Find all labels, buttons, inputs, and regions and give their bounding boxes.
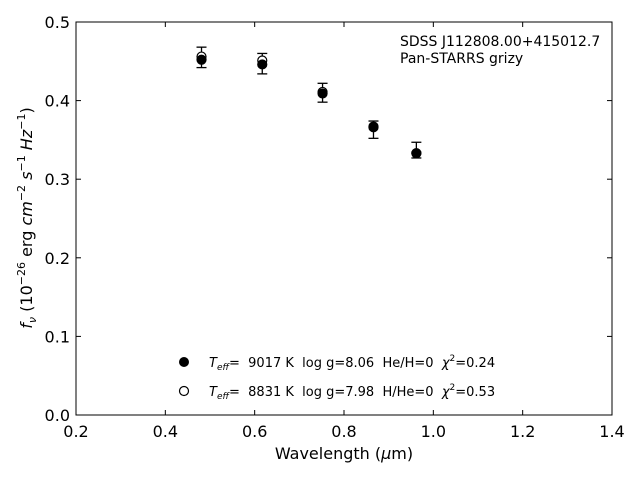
x-axis-label: Wavelength (μm) <box>275 444 413 463</box>
x-tick-label: 0.8 <box>331 422 356 441</box>
x-tick-label: 1.2 <box>510 422 535 441</box>
legend-marker-open <box>178 385 190 397</box>
legend-marker-filled <box>179 357 189 367</box>
y-tick-label: 0.4 <box>45 92 70 111</box>
y-tick-label: 0.0 <box>45 406 70 425</box>
x-tick-label: 0.4 <box>153 422 178 441</box>
x-tick-label: 1.4 <box>599 422 624 441</box>
y-tick-label: 0.5 <box>45 13 70 32</box>
legend-entry-1: Teff= 9017 K log g=8.06 He/H=0 χ2=0.24 <box>209 354 495 373</box>
y-tick-label: 0.3 <box>45 170 70 189</box>
legend-entry-2: Teff= 8831 K log g=7.98 H/He=0 χ2=0.53 <box>209 383 495 402</box>
object-annotation-line-1: SDSS J112808.00+415012.7 <box>400 34 600 50</box>
y-tick-label: 0.2 <box>45 249 70 268</box>
y-tick-label: 0.1 <box>45 327 70 346</box>
x-axis-ticks: 0.2 0.4 0.6 0.8 1.0 1.2 1.4 <box>63 22 625 441</box>
x-tick-label: 0.2 <box>63 422 88 441</box>
point-filled-model <box>317 88 328 99</box>
point-filled-model <box>368 122 379 133</box>
point-filled-model <box>411 148 422 159</box>
data-points <box>196 51 422 159</box>
point-filled-model <box>257 59 268 70</box>
error-bars <box>196 46 422 159</box>
x-tick-label: 0.6 <box>242 422 267 441</box>
x-tick-label: 1.0 <box>421 422 446 441</box>
legend: Teff= 9017 K log g=8.06 He/H=0 χ2=0.24 T… <box>178 354 495 402</box>
y-axis-label: fν (10−26 erg cm−2 s−1 Hz−1) <box>15 107 39 328</box>
object-annotation-line-2: Pan-STARRS grizy <box>400 51 523 67</box>
y-axis-ticks: 0.0 0.1 0.2 0.3 0.4 0.5 <box>45 13 612 425</box>
point-filled-model <box>196 54 207 65</box>
